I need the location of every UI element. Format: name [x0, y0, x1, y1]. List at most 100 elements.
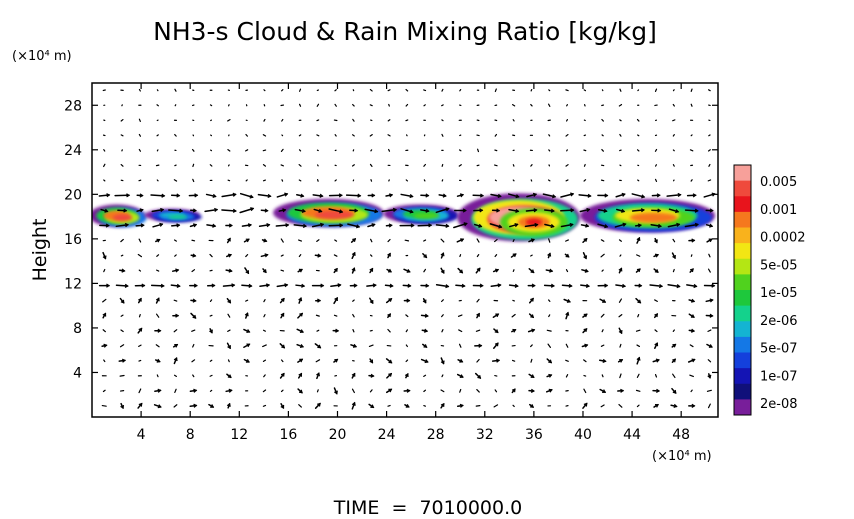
- wind-vector: [209, 299, 213, 303]
- wind-vector-head: [424, 313, 429, 318]
- wind-vector-head: [192, 314, 197, 319]
- wind-vector-head: [675, 209, 680, 214]
- wind-vector: [115, 223, 129, 228]
- wind-vector: [209, 389, 213, 392]
- wind-vector: [404, 239, 410, 242]
- wind-vector: [455, 284, 466, 287]
- wind-vector-head: [512, 253, 517, 258]
- colorbar-swatch: [734, 165, 751, 182]
- wind-vector: [168, 209, 183, 212]
- wind-vector: [560, 209, 574, 212]
- wind-vector-head: [636, 236, 641, 242]
- wind-vector: [345, 194, 361, 197]
- wind-vector: [686, 284, 698, 288]
- wind-vector: [352, 328, 355, 333]
- wind-vector: [138, 238, 142, 243]
- wind-vector: [369, 88, 373, 92]
- wind-vector-head: [193, 388, 198, 393]
- wind-vector: [239, 207, 254, 214]
- wind-vector: [654, 148, 658, 152]
- colorbar-swatch: [734, 180, 751, 197]
- wind-vector: [294, 208, 306, 213]
- wind-vector: [368, 344, 374, 347]
- wind-vector-head: [534, 222, 539, 228]
- wind-vector: [601, 134, 604, 137]
- wind-vector: [173, 329, 178, 333]
- wind-vector: [103, 163, 106, 168]
- wind-vector: [138, 344, 142, 347]
- wind-vector: [441, 374, 444, 378]
- wind-vector: [173, 299, 178, 302]
- wind-vector-head: [478, 343, 483, 348]
- wind-vector: [490, 193, 502, 198]
- wind-vector: [547, 179, 551, 182]
- wind-vector: [280, 254, 284, 257]
- wind-vector: [476, 298, 480, 303]
- wind-vector-head: [604, 224, 609, 229]
- wind-vector: [618, 103, 623, 107]
- wind-vector: [619, 164, 622, 167]
- wind-vector: [209, 359, 213, 362]
- wind-vector-head: [247, 223, 252, 228]
- wind-vector: [334, 179, 337, 182]
- wind-vector-head: [621, 283, 626, 289]
- wind-vector: [174, 164, 177, 167]
- colorbar-label: 5e-05: [760, 258, 798, 273]
- wind-vector-head: [462, 208, 467, 213]
- wind-vector-head: [459, 358, 464, 363]
- wind-vector: [672, 268, 675, 273]
- wind-vector: [707, 329, 712, 332]
- wind-vector-head: [604, 193, 609, 198]
- wind-vector: [388, 179, 390, 182]
- wind-vector: [512, 119, 515, 122]
- wind-vector: [263, 118, 266, 122]
- wind-vector: [631, 209, 645, 212]
- wind-vector-head: [106, 283, 111, 288]
- wind-vector-head: [636, 356, 641, 361]
- wind-vector: [328, 224, 343, 227]
- wind-vector-head: [246, 329, 251, 333]
- chart-title: NH3-s Cloud & Rain Mixing Ratio [kg/kg]: [153, 17, 657, 46]
- colorbar-label: 2e-08: [760, 397, 798, 412]
- wind-vector: [530, 88, 533, 92]
- wind-vector: [387, 238, 391, 243]
- wind-vector: [156, 104, 159, 107]
- wind-vector: [298, 254, 302, 258]
- wind-vector: [174, 88, 177, 92]
- wind-vector: [120, 134, 124, 137]
- wind-vector: [369, 389, 373, 393]
- wind-vector-head: [476, 312, 480, 317]
- wind-vector: [477, 148, 480, 153]
- wind-vector: [583, 359, 587, 363]
- wind-vector: [440, 238, 445, 243]
- wind-vector: [672, 134, 675, 137]
- wind-vector: [654, 178, 658, 183]
- colorbar-label: 5e-07: [760, 342, 798, 357]
- wind-vector-head: [410, 223, 415, 228]
- wind-vector-head: [440, 360, 445, 365]
- wind-vector: [441, 119, 444, 122]
- wind-vector: [580, 284, 590, 287]
- wind-vector-head: [672, 254, 676, 260]
- wind-vector: [619, 88, 622, 92]
- wind-vector: [494, 149, 498, 152]
- wind-vector-head: [176, 223, 181, 228]
- wind-vector: [312, 194, 324, 197]
- wind-vector: [565, 89, 569, 92]
- wind-vector-head: [388, 223, 393, 228]
- wind-vector: [548, 149, 551, 152]
- wind-vector-head: [138, 297, 142, 302]
- wind-vector: [509, 223, 519, 228]
- wind-vector: [672, 89, 675, 92]
- wind-vector-head: [672, 343, 677, 348]
- wind-vector-head: [584, 343, 589, 348]
- wind-vector-head: [227, 237, 231, 242]
- wind-vector: [221, 209, 237, 212]
- wind-vector: [458, 149, 462, 152]
- wind-vector: [512, 104, 516, 107]
- wind-vector: [352, 299, 355, 302]
- wind-vector: [601, 118, 604, 122]
- wind-vector: [453, 222, 468, 229]
- wind-vector: [441, 163, 444, 167]
- wind-vector-head: [479, 193, 484, 198]
